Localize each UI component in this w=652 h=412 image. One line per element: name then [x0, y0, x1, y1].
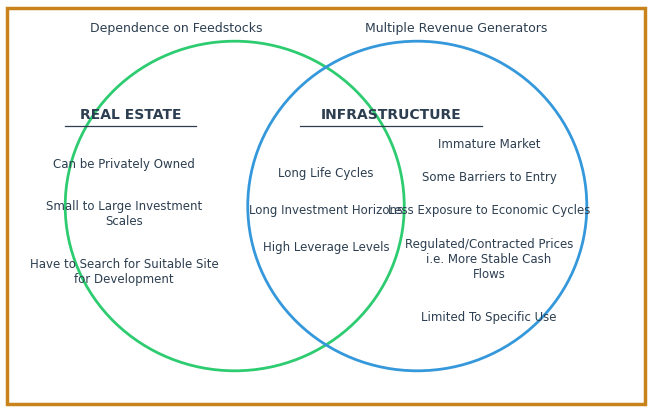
Text: Can be Privately Owned: Can be Privately Owned [53, 158, 195, 171]
Text: Immature Market: Immature Market [437, 138, 541, 151]
Text: Limited To Specific Use: Limited To Specific Use [421, 311, 557, 324]
Text: Dependence on Feedstocks: Dependence on Feedstocks [90, 22, 262, 35]
Text: INFRASTRUCTURE: INFRASTRUCTURE [321, 108, 462, 122]
Text: REAL ESTATE: REAL ESTATE [80, 108, 181, 122]
Text: Long Investment Horizons: Long Investment Horizons [249, 204, 403, 217]
Text: High Leverage Levels: High Leverage Levels [263, 241, 389, 254]
Text: Have to Search for Suitable Site
for Development: Have to Search for Suitable Site for Dev… [29, 258, 218, 286]
Text: Long Life Cycles: Long Life Cycles [278, 166, 374, 180]
Text: Less Exposure to Economic Cycles: Less Exposure to Economic Cycles [388, 204, 590, 217]
Text: Some Barriers to Entry: Some Barriers to Entry [422, 171, 556, 184]
Text: Small to Large Investment
Scales: Small to Large Investment Scales [46, 200, 202, 228]
Text: Multiple Revenue Generators: Multiple Revenue Generators [365, 22, 548, 35]
Text: Regulated/Contracted Prices
i.e. More Stable Cash
Flows: Regulated/Contracted Prices i.e. More St… [405, 238, 573, 281]
